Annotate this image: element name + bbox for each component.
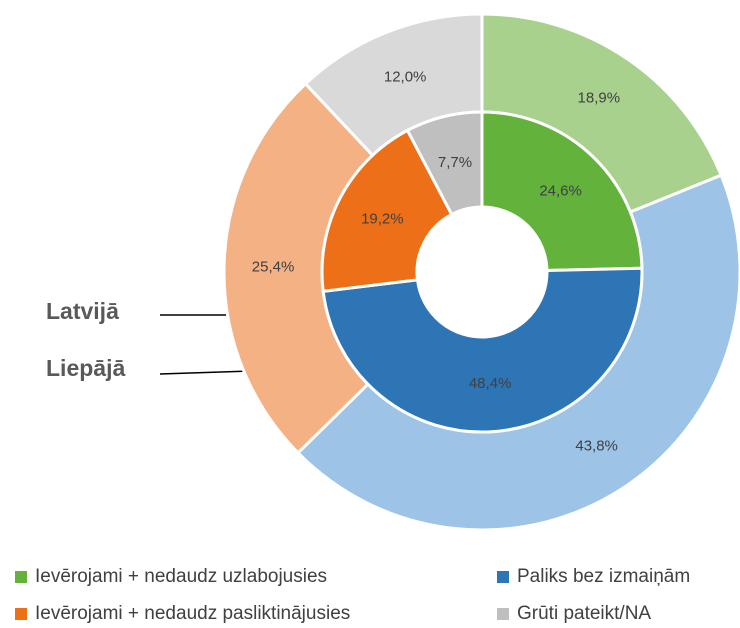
data-label: 19,2% (361, 211, 404, 228)
data-label: 25,4% (252, 259, 295, 276)
legend-label: Ievērojami + nedaudz pasliktinājusies (35, 603, 350, 624)
data-label: 43,8% (575, 438, 618, 455)
legend-swatch (497, 571, 509, 583)
data-label: 18,9% (578, 90, 621, 107)
legend-swatch (15, 571, 27, 583)
legend-label: Grūti pateikt/NA (517, 603, 651, 624)
legend-label: Paliks bez izmaiņām (517, 566, 690, 587)
donut-segment (405, 110, 484, 217)
annotation: Liepājā (46, 355, 125, 381)
data-label: 7,7% (438, 154, 472, 171)
donut-segment (321, 266, 644, 434)
data-label: 48,4% (469, 375, 512, 392)
legend-swatch (497, 608, 509, 620)
data-label: 12,0% (384, 69, 427, 86)
legend-label: Ievērojami + nedaudz uzlabojusies (35, 566, 327, 587)
annotation: Latvijā (46, 298, 119, 324)
legend-swatch (15, 608, 27, 620)
data-label: 24,6% (539, 182, 582, 199)
donut-segment (480, 110, 644, 273)
donut-segment (320, 128, 454, 293)
